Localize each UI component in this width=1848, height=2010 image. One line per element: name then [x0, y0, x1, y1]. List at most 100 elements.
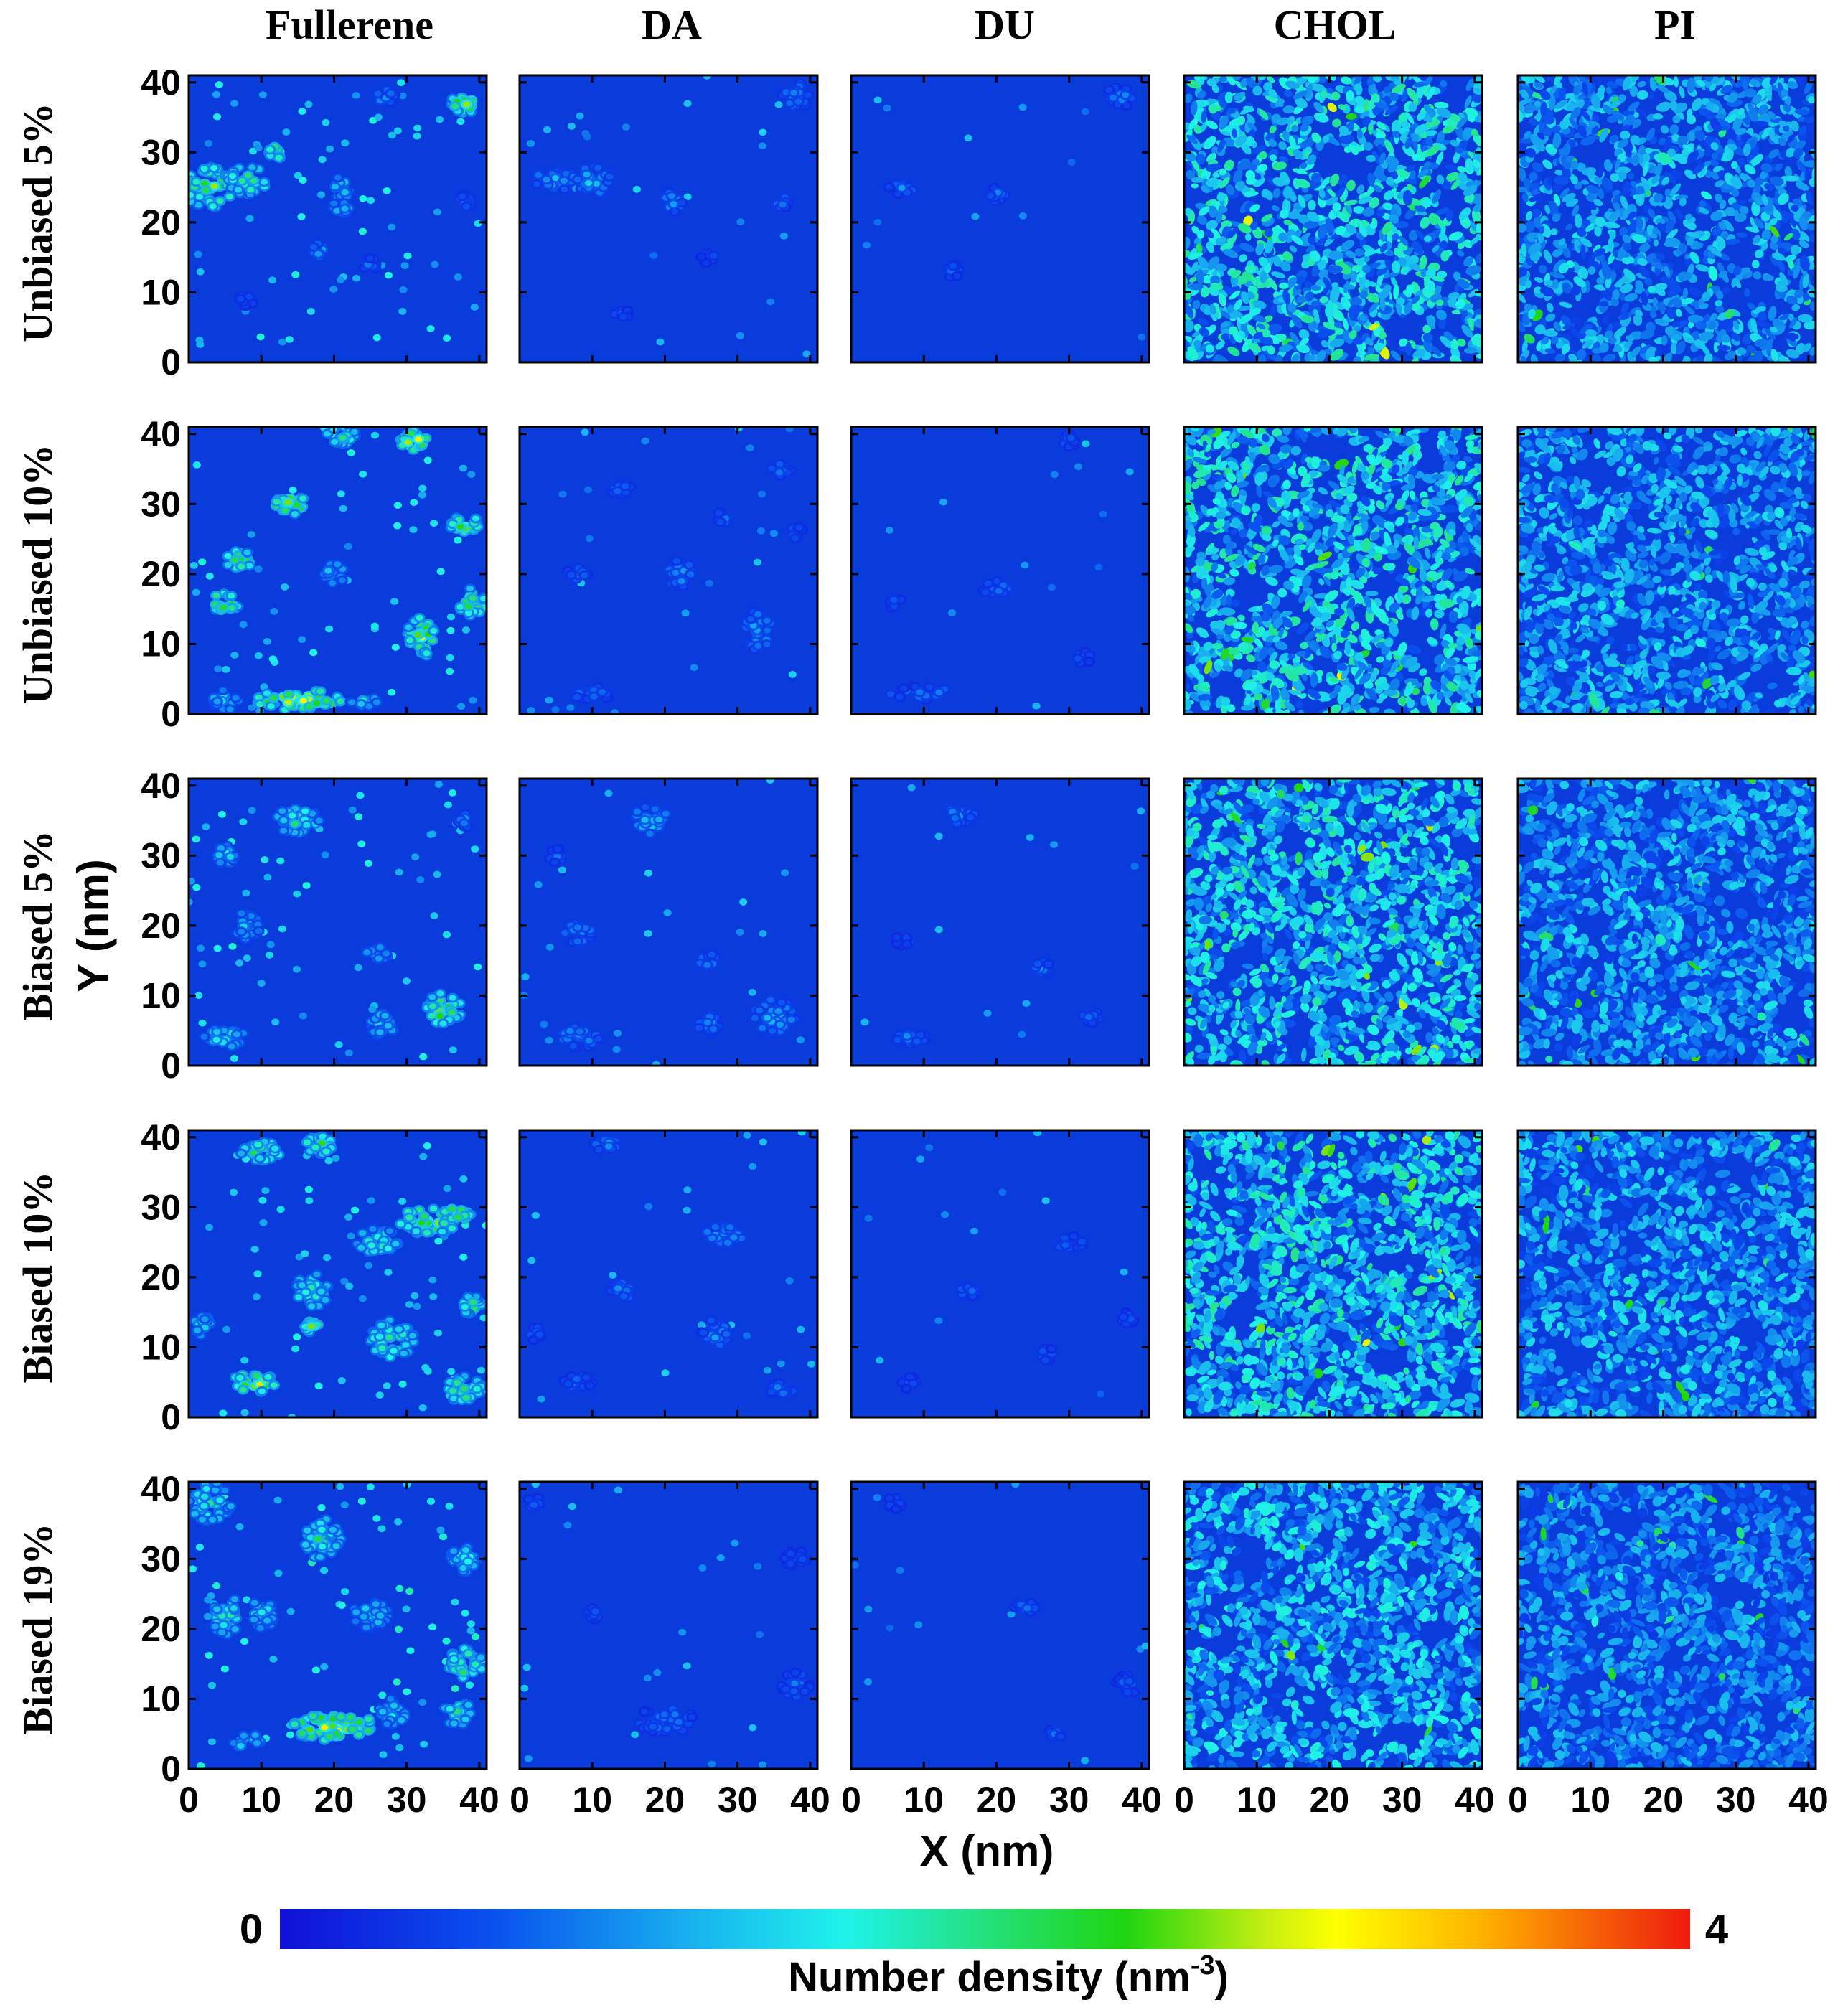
- density-speck: [1544, 348, 1556, 354]
- density-speck: [1432, 245, 1440, 253]
- density-speck: [1787, 134, 1795, 143]
- density-speck: [1637, 258, 1648, 266]
- density-speck: [1628, 101, 1640, 112]
- cluster-blob: [451, 103, 459, 110]
- density-speck: [1203, 136, 1216, 149]
- density-speck: [1187, 346, 1199, 361]
- density-speck: [1701, 191, 1712, 200]
- density-speck: [1270, 304, 1278, 316]
- density-speck: [456, 118, 465, 126]
- density-speck: [1656, 162, 1663, 176]
- density-speck: [1554, 353, 1565, 362]
- density-speck: [1205, 344, 1214, 353]
- density-speck: [1784, 333, 1799, 340]
- density-speck: [1702, 291, 1711, 302]
- density-speck: [1216, 192, 1226, 202]
- cluster-blob: [256, 701, 264, 708]
- density-speck: [1655, 218, 1666, 225]
- density-speck: [1636, 90, 1648, 100]
- density-speck: [1809, 301, 1816, 311]
- density-speck: [1285, 80, 1300, 89]
- density-speck: [1753, 235, 1761, 244]
- density-speck: [1316, 349, 1326, 362]
- column-title-fullerene: Fullerene: [266, 1, 433, 48]
- density-speck: [1581, 110, 1591, 121]
- density-speck: [1215, 340, 1225, 350]
- density-speck: [1722, 287, 1730, 296]
- density-speck: [1206, 220, 1218, 230]
- density-speck: [1463, 185, 1478, 197]
- density-speck: [393, 127, 402, 135]
- density-speck: [1709, 83, 1717, 92]
- cluster-blob: [374, 90, 382, 97]
- density-speck: [1227, 347, 1240, 357]
- density-speck: [397, 79, 405, 87]
- density-speck: [1542, 329, 1558, 337]
- density-speck: [610, 709, 619, 714]
- density-speck: [1210, 275, 1220, 285]
- density-speck: [1306, 154, 1317, 165]
- density-speck: [1529, 253, 1540, 262]
- density-speck: [1715, 290, 1724, 300]
- density-speck: [194, 250, 202, 258]
- density-speck: [1717, 262, 1725, 273]
- density-speck: [1423, 161, 1432, 168]
- density-speck: [1664, 266, 1671, 277]
- density-speck: [1343, 199, 1358, 206]
- density-speck: [1376, 121, 1387, 131]
- density-speck: [1539, 286, 1554, 297]
- density-speck: [1423, 339, 1434, 353]
- density-speck: [1656, 222, 1666, 232]
- density-speck: [1252, 144, 1267, 154]
- density-speck: [1293, 276, 1306, 285]
- density-speck: [1342, 317, 1349, 331]
- density-speck: [423, 456, 432, 464]
- density-speck: [1524, 334, 1535, 344]
- density-speck: [1367, 172, 1376, 187]
- density-speck: [1646, 321, 1656, 333]
- density-speck: [1743, 143, 1751, 156]
- density-speck: [566, 704, 575, 711]
- density-speck: [1234, 80, 1247, 90]
- cluster-blob: [573, 694, 581, 700]
- density-speck: [1547, 176, 1553, 186]
- density-speck: [1744, 164, 1756, 174]
- density-speck: [1794, 108, 1810, 116]
- density-speck: [1287, 303, 1297, 313]
- cluster-blob: [456, 523, 464, 530]
- density-speck: [1735, 212, 1747, 222]
- density-speck: [1221, 321, 1229, 328]
- density-speck: [248, 704, 256, 712]
- cluster-blob: [456, 604, 464, 610]
- density-speck: [1732, 266, 1742, 276]
- density-speck: [418, 491, 427, 499]
- density-speck: [270, 608, 278, 615]
- density-speck: [1310, 284, 1321, 291]
- density-speck: [1308, 236, 1316, 245]
- density-speck: [1750, 79, 1761, 88]
- cluster-blob: [365, 703, 373, 710]
- cluster-blob: [189, 192, 194, 199]
- density-speck: [1722, 219, 1735, 232]
- density-speck: [1525, 279, 1532, 289]
- density-speck: [1726, 128, 1736, 138]
- column-title-du: DU: [975, 1, 1035, 48]
- cluster-blob: [984, 580, 992, 587]
- density-speck: [1527, 232, 1540, 238]
- density-speck: [1279, 210, 1289, 219]
- density-speck: [1300, 123, 1309, 132]
- density-speck: [1450, 342, 1459, 349]
- density-speck: [1617, 138, 1629, 149]
- density-speck: [1260, 270, 1267, 283]
- density-speck: [1215, 263, 1228, 271]
- density-speck: [1577, 125, 1587, 137]
- density-speck: [1278, 232, 1287, 242]
- density-speck: [1585, 329, 1598, 337]
- panel-frame: [187, 74, 488, 364]
- cluster-blob: [180, 179, 187, 184]
- cluster-blob: [209, 203, 217, 210]
- density-speck: [1755, 197, 1764, 206]
- heatmap-panel-1-1: [518, 426, 819, 715]
- density-speck: [1364, 248, 1374, 257]
- density-speck: [1609, 210, 1621, 221]
